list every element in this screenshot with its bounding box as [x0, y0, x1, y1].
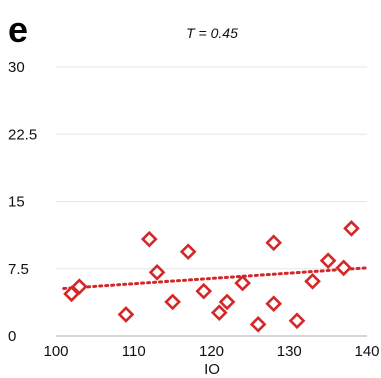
x-tick-label: 140: [354, 343, 379, 360]
data-point: [304, 272, 321, 290]
y-tick-labels: 0 7.5 15 22.5 30: [8, 59, 37, 345]
y-tick-label: 15: [8, 194, 25, 211]
x-tick-label: 130: [277, 343, 302, 360]
data-point: [148, 263, 166, 281]
data-point: [63, 285, 80, 303]
data-point: [335, 259, 353, 277]
data-point: [249, 316, 267, 333]
data-point: [117, 306, 135, 323]
y-tick-label: 30: [8, 59, 25, 76]
data-point: [319, 252, 337, 270]
x-tick-label: 110: [122, 343, 146, 360]
chart-subtitle: T = 0.45: [186, 25, 238, 41]
x-tick-labels: 100 110 120 130 140: [43, 343, 379, 360]
data-point: [265, 234, 283, 252]
data-points: [63, 220, 360, 333]
data-point: [164, 293, 181, 311]
data-point: [234, 274, 251, 292]
panel-letter: e: [8, 9, 28, 50]
data-point: [288, 312, 306, 330]
data-point: [179, 243, 197, 261]
data-point: [140, 230, 158, 248]
data-point: [265, 295, 283, 313]
y-tick-label: 0: [8, 328, 16, 345]
data-point: [343, 220, 360, 237]
trend-line: [62, 266, 369, 290]
x-tick-label: 100: [43, 343, 68, 360]
data-point: [218, 293, 236, 311]
trendline: [62, 266, 369, 290]
x-tick-label: 120: [199, 343, 224, 360]
y-tick-label: 22.5: [8, 126, 37, 143]
y-tick-label: 7.5: [8, 261, 29, 278]
x-axis-label: IO: [204, 361, 220, 378]
data-point: [195, 282, 213, 300]
data-point: [70, 278, 88, 296]
grid-lines: [56, 66, 367, 337]
data-point: [210, 304, 228, 322]
